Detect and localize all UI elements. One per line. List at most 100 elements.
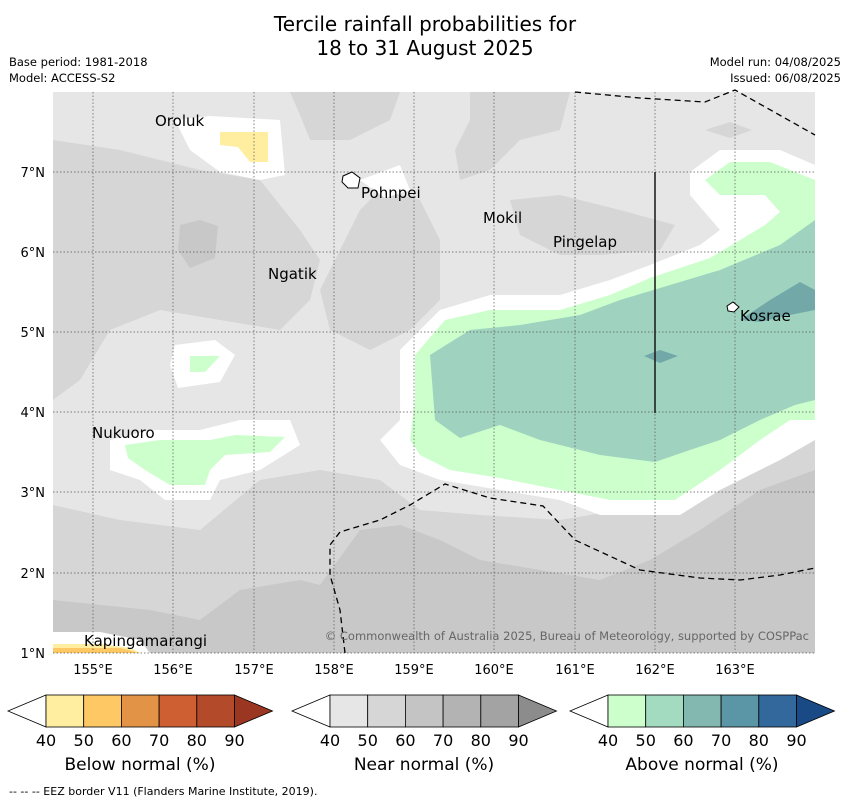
near-normal-patch	[705, 122, 752, 138]
colorbar-tick-label: 40	[36, 731, 56, 750]
colorbar-segment	[607, 694, 647, 728]
colorbar-segment	[404, 694, 444, 728]
place-label-nukuoro: Nukuoro	[92, 424, 155, 442]
colorbar-tick-label: 40	[320, 731, 340, 750]
place-label-kapingamarangi: Kapingamarangi	[84, 632, 207, 650]
place-label-pingelap: Pingelap	[553, 233, 617, 251]
colorbar-segment	[367, 694, 406, 728]
place-labels: Oroluk Pohnpei Mokil Pingelap Ngatik Kos…	[84, 112, 791, 650]
near-normal-colorbar: 40 50 60 70 80 90	[290, 694, 558, 750]
colorbar-extend-low	[290, 694, 331, 728]
kosrae-island	[726, 301, 740, 313]
meta-left: Base period: 1981-2018 Model: ACCESS-S2	[9, 54, 148, 86]
colorbar-segment	[83, 694, 122, 728]
near-normal-patch	[178, 220, 218, 268]
pohnpei-island	[341, 171, 361, 189]
longitude-tick-label: 156°E	[153, 663, 193, 678]
colorbar-tick-label: 60	[395, 731, 415, 750]
near-normal-patch	[53, 140, 320, 400]
longitude-tick-label: 160°E	[474, 663, 514, 678]
longitude-tick-label: 155°E	[73, 663, 113, 678]
colorbar-tick-label: 70	[433, 731, 453, 750]
colorbar-segment	[645, 694, 684, 728]
below-normal-label: Below normal (%)	[64, 755, 216, 775]
colorbar-tick-label: 90	[508, 731, 528, 750]
colorbar-segment	[196, 694, 235, 728]
near-normal-patch	[53, 470, 815, 653]
colorbar-tick-label: 60	[673, 731, 693, 750]
colorbar-segment	[121, 694, 160, 728]
below-normal-yellow	[220, 132, 268, 162]
title-line-1: Tercile rainfall probabilities for	[273, 12, 577, 36]
colorbar-tick-label: 70	[149, 731, 169, 750]
colorbar-segment	[720, 694, 760, 728]
near-normal-label: Near normal (%)	[353, 755, 495, 775]
colorbar-tick-label: 90	[786, 731, 806, 750]
colorbar-segment	[683, 694, 722, 728]
longitude-tick-label: 161°E	[555, 663, 595, 678]
colorbar-tick-label: 80	[749, 731, 769, 750]
colorbar-segment	[329, 694, 369, 728]
colorbar-tick-label: 70	[711, 731, 731, 750]
latitude-tick-label: 7°N	[21, 166, 46, 181]
place-label-pohnpei: Pohnpei	[361, 184, 421, 202]
colorbar-segment	[45, 694, 85, 728]
colorbar-extend-low	[568, 694, 609, 728]
colorbar-segment	[480, 694, 519, 728]
eez-footnote: -- -- -- EEZ border V11 (Flanders Marine…	[9, 785, 318, 798]
meta-right: Model run: 04/08/2025 Issued: 06/08/2025	[710, 54, 841, 86]
colorbar-tick-label: 50	[358, 731, 378, 750]
colorbar-tick-label: 80	[187, 731, 207, 750]
colorbar-extend-high	[234, 694, 274, 728]
longitude-tick-label: 159°E	[394, 663, 434, 678]
near-normal-patch	[290, 92, 400, 140]
probability-field	[53, 92, 815, 653]
above-normal-label: Above normal (%)	[625, 755, 779, 775]
below-normal-colorbar: 40 50 60 70 80 90	[6, 694, 274, 750]
eez-border	[329, 89, 816, 654]
colorbar-tick-label: 50	[636, 731, 656, 750]
colorbar-extend-low	[6, 694, 47, 728]
place-label-kosrae: Kosrae	[740, 307, 791, 325]
above-normal-dark	[740, 282, 815, 322]
colorbar-tick-label: 60	[111, 731, 131, 750]
issued-date: Issued: 06/08/2025	[730, 71, 841, 85]
colorbar-extend-high	[518, 694, 558, 728]
model-run: Model run: 04/08/2025	[709, 55, 841, 69]
axis-labels: 7°N 6°N 5°N 4°N 3°N 2°N 1°N 155°E 156°E 157°E 158°…	[21, 166, 755, 678]
title-line-2: 18 to 31 August 2025	[316, 36, 534, 60]
below-normal-orange	[53, 648, 140, 653]
low-probability-band	[360, 165, 410, 198]
colorbar-segment	[442, 694, 482, 728]
near-normal-patch	[320, 190, 440, 350]
colorbar-extend-high	[796, 694, 836, 728]
above-normal-green	[125, 435, 285, 485]
near-normal-patch	[455, 92, 570, 180]
model-name: Model: ACCESS-S2	[9, 71, 116, 85]
latitude-tick-label: 4°N	[21, 406, 46, 421]
place-label-oroluk: Oroluk	[155, 112, 204, 130]
longitude-tick-label: 157°E	[234, 663, 274, 678]
colorbar-tick-label: 80	[471, 731, 491, 750]
longitude-tick-label: 162°E	[635, 663, 675, 678]
colorbar-tick-label: 90	[224, 731, 244, 750]
above-normal-dark	[644, 350, 678, 363]
place-label-mokil: Mokil	[483, 209, 522, 227]
colorbar-tick-label: 50	[74, 731, 94, 750]
copyright-notice: © Commonwealth of Australia 2025, Bureau…	[325, 629, 809, 643]
above-normal-colorbar: 40 50 60 70 80 90	[568, 694, 836, 750]
longitude-tick-label: 163°E	[715, 663, 755, 678]
latitude-tick-label: 5°N	[21, 326, 46, 341]
colorbar-segment	[158, 694, 198, 728]
latitude-tick-label: 2°N	[21, 567, 46, 582]
base-period: Base period: 1981-2018	[9, 55, 148, 69]
map-title: Tercile rainfall probabilities for 18 to…	[0, 12, 850, 60]
latitude-tick-label: 3°N	[21, 486, 46, 501]
near-normal-patch	[510, 195, 675, 255]
latitude-tick-label: 1°N	[21, 647, 46, 662]
longitude-tick-label: 158°E	[314, 663, 354, 678]
colorbar-segment	[758, 694, 797, 728]
colorbar-tick-label: 40	[598, 731, 618, 750]
place-label-ngatik: Ngatik	[268, 265, 317, 283]
